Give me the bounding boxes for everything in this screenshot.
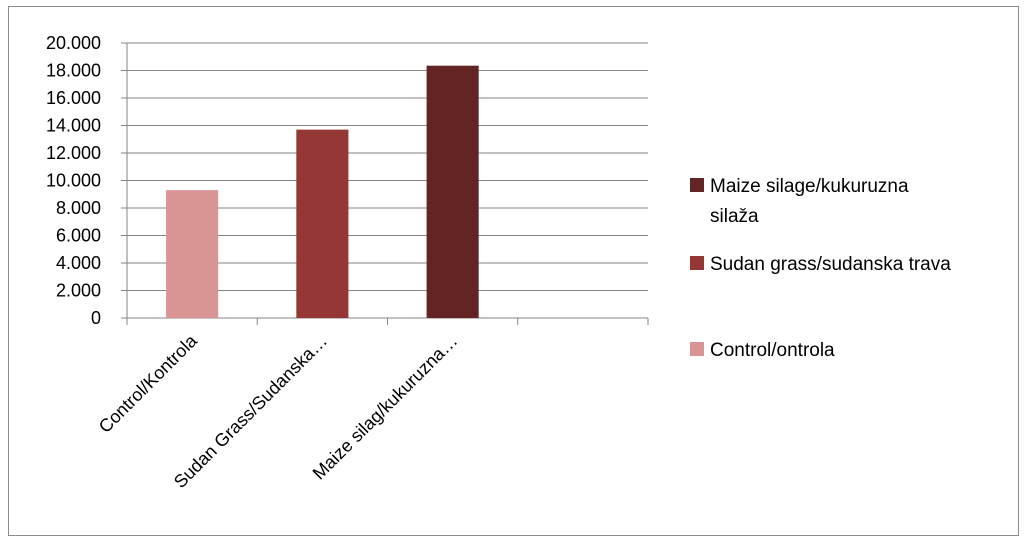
x-category-label: Sudan Grass/Sudanska… (170, 331, 331, 492)
legend-label: Control/ontrola (710, 340, 835, 361)
bar (296, 129, 349, 318)
y-tick-label: 18.000 (46, 61, 101, 81)
legend-swatch (690, 342, 704, 356)
bar (426, 65, 479, 318)
y-tick-label: 4.000 (56, 253, 101, 273)
y-tick-label: 14.000 (46, 116, 101, 136)
legend-swatch (690, 178, 704, 192)
x-category-label: Maize silag/kukuruzna… (309, 331, 462, 484)
legend-label: Maize silage/kukuruzna (710, 176, 909, 197)
y-tick-label: 16.000 (46, 88, 101, 108)
legend-swatch (690, 256, 704, 270)
x-category-label: Control/Kontrola (95, 330, 202, 437)
y-tick-label: 20.000 (46, 33, 101, 53)
y-tick-label: 8.000 (56, 198, 101, 218)
y-tick-label: 0 (91, 308, 101, 328)
y-tick-label: 2.000 (56, 281, 101, 301)
y-tick-label: 12.000 (46, 143, 101, 163)
y-tick-label: 6.000 (56, 226, 101, 246)
legend-label: Sudan grass/sudanska trava (710, 254, 951, 275)
legend-label: silaža (710, 206, 759, 227)
y-tick-label: 10.000 (46, 171, 101, 191)
bar (166, 190, 219, 318)
